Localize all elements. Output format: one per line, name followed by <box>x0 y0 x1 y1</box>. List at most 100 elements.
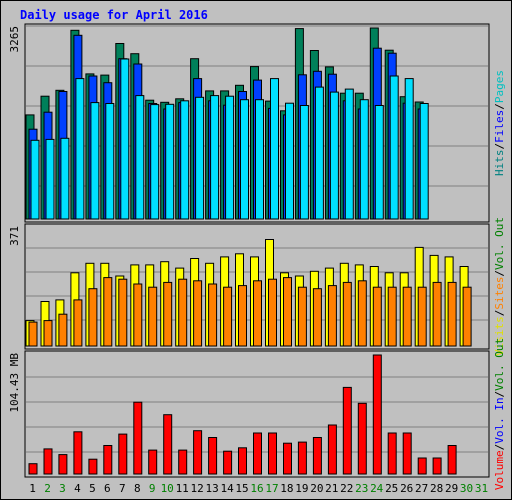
bar-pages-1 <box>30 139 40 220</box>
bar-volume-14 <box>223 450 233 475</box>
bar-pages-3 <box>60 137 70 220</box>
bar-volume-5 <box>88 458 98 475</box>
bar-volume-24 <box>372 354 382 475</box>
x-tick-label-18: 18 <box>280 482 293 495</box>
bar-volume-21 <box>327 424 337 475</box>
bar-pages-10 <box>165 103 175 220</box>
bar-sites-16 <box>253 280 262 347</box>
legend-entry: / <box>493 444 506 451</box>
legend-entry: / <box>493 103 506 110</box>
legend-volume: Volume/Vol. In/Vol. Out <box>493 338 506 490</box>
bar-sites-8 <box>133 283 143 347</box>
bar-sites-9 <box>148 286 158 347</box>
bar-pages-9 <box>150 104 160 220</box>
x-tick-label-30: 30 <box>460 482 473 495</box>
bar-volume-19 <box>297 441 307 475</box>
chart-title: Daily usage for April 2016 <box>20 8 208 22</box>
ymax-label-hits_files_pages: 3265 <box>8 26 21 53</box>
bar-pages-14 <box>225 95 235 220</box>
bar-volume-23 <box>357 402 367 475</box>
x-tick-label-29: 29 <box>445 482 458 495</box>
bar-pages-24 <box>374 105 384 220</box>
bar-pages-26 <box>404 78 414 220</box>
bar-sites-21 <box>327 285 337 347</box>
ymax-label-volume: 104.43 MB <box>8 353 21 413</box>
bar-volume-15 <box>238 447 247 475</box>
legend-entry: Pages <box>493 70 506 103</box>
bar-pages-21 <box>329 91 339 220</box>
bar-pages-20 <box>314 86 324 220</box>
bar-pages-15 <box>240 99 249 220</box>
bar-sites-27 <box>417 286 427 347</box>
x-tick-label-31: 31 <box>475 482 488 495</box>
bar-pages-16 <box>255 99 264 220</box>
legend-entry: / <box>493 310 506 317</box>
bar-sites-20 <box>312 288 322 347</box>
bar-volume-18 <box>283 442 292 475</box>
bar-pages-8 <box>135 95 145 220</box>
bar-pages-13 <box>210 95 220 220</box>
bar-sites-14 <box>223 286 233 347</box>
bar-volume-20 <box>312 437 322 475</box>
bar-sites-17 <box>268 278 277 347</box>
x-tick-label-20: 20 <box>310 482 323 495</box>
bar-sites-23 <box>357 280 367 347</box>
bar-pages-4 <box>75 78 85 220</box>
bar-sites-22 <box>342 281 352 347</box>
x-tick-label-10: 10 <box>161 482 174 495</box>
bar-sites-5 <box>88 288 98 347</box>
x-tick-label-16: 16 <box>250 482 263 495</box>
bar-sites-24 <box>372 286 382 347</box>
bar-sites-6 <box>103 277 113 347</box>
legend-entry: Volume <box>493 450 506 490</box>
bar-sites-25 <box>387 286 397 347</box>
bar-volume-17 <box>268 432 277 475</box>
legend-hits_files_pages: Hits/Files/Pages <box>493 70 506 176</box>
bar-pages-11 <box>180 100 190 220</box>
x-tick-label-2: 2 <box>44 482 51 495</box>
bar-sites-3 <box>58 313 68 347</box>
bar-pages-27 <box>419 103 429 220</box>
legend-entry: / <box>493 391 506 398</box>
x-tick-label-1: 1 <box>29 482 36 495</box>
legend-entry: Vol. Out <box>493 338 506 391</box>
bar-sites-26 <box>402 286 412 347</box>
bar-volume-22 <box>342 386 352 475</box>
bar-sites-11 <box>178 278 188 347</box>
x-tick-label-23: 23 <box>355 482 368 495</box>
bar-volume-12 <box>193 430 203 475</box>
legend-entry: Vol. Out <box>493 217 506 270</box>
bar-pages-7 <box>120 58 130 220</box>
bar-volume-4 <box>73 431 83 475</box>
x-tick-label-4: 4 <box>74 482 81 495</box>
legend-entry: / <box>493 143 506 150</box>
bar-sites-18 <box>283 277 292 347</box>
bar-volume-2 <box>43 448 53 475</box>
bar-volume-29 <box>447 445 457 475</box>
legend-entry: Visits <box>493 316 506 356</box>
x-tick-label-12: 12 <box>190 482 203 495</box>
x-tick-label-11: 11 <box>176 482 189 495</box>
bar-sites-15 <box>238 285 247 347</box>
bar-sites-29 <box>447 281 457 347</box>
bar-volume-11 <box>178 449 188 475</box>
bar-sites-10 <box>163 281 173 347</box>
bar-pages-12 <box>195 96 205 220</box>
bar-volume-6 <box>103 445 113 475</box>
x-tick-label-27: 27 <box>415 482 428 495</box>
bar-volume-16 <box>253 432 262 475</box>
bar-sites-28 <box>432 281 442 347</box>
bar-pages-22 <box>344 88 354 220</box>
x-tick-label-26: 26 <box>400 482 413 495</box>
x-tick-label-8: 8 <box>134 482 141 495</box>
x-tick-label-22: 22 <box>340 482 353 495</box>
x-tick-label-5: 5 <box>89 482 96 495</box>
bar-pages-2 <box>45 138 55 220</box>
bar-volume-7 <box>118 433 128 475</box>
bar-sites-13 <box>208 283 218 347</box>
x-tick-label-28: 28 <box>430 482 443 495</box>
bar-pages-6 <box>105 103 115 220</box>
x-tick-label-14: 14 <box>220 482 234 495</box>
x-tick-label-21: 21 <box>325 482 338 495</box>
bar-pages-19 <box>299 105 309 220</box>
